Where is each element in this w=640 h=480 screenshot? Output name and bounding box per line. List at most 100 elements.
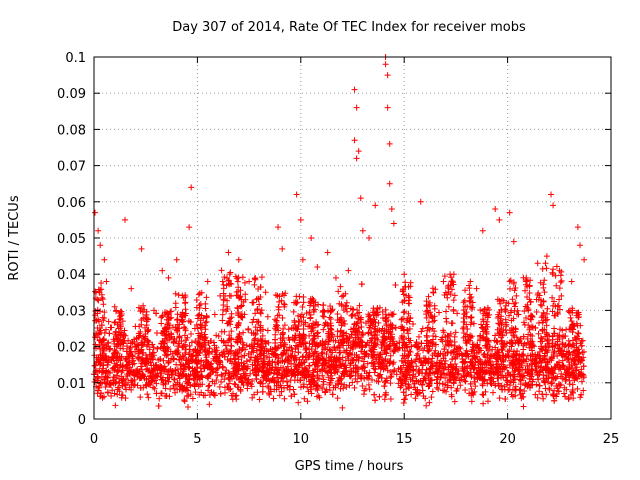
data-point [557,279,564,286]
data-point [537,355,544,362]
data-point [502,374,509,381]
data-point [94,387,101,394]
data-point [338,375,345,382]
data-point [364,360,371,367]
data-point [303,345,310,352]
data-point [509,365,516,372]
data-point [402,380,409,387]
data-point [541,289,548,296]
data-point [578,378,585,385]
data-point [259,374,266,381]
data-point [480,400,487,407]
data-point [468,314,475,321]
data-point [184,403,191,410]
data-point [259,388,266,395]
data-point [251,281,258,288]
data-point [284,363,291,370]
data-point [574,385,581,392]
data-point [137,394,144,401]
data-point [221,389,228,396]
data-point [300,294,307,301]
data-point [542,260,549,267]
data-point [406,372,413,379]
data-point [384,72,391,79]
data-point [297,216,304,223]
data-point [290,386,297,393]
data-point [290,308,297,315]
data-point [187,318,194,325]
data-point [334,310,341,317]
data-point [544,359,551,366]
data-point [218,378,225,385]
data-point [527,299,534,306]
data-point [102,383,109,390]
data-point [264,327,271,334]
data-point [98,280,105,287]
data-point [566,381,573,388]
data-point [382,389,389,396]
data-point [213,332,220,339]
data-point [348,331,355,338]
data-point [300,353,307,360]
data-point [192,389,199,396]
data-point [569,381,576,388]
data-point [319,349,326,356]
data-point [108,324,115,331]
data-point [240,329,247,336]
y-tick-label: 0.05 [57,232,86,247]
y-tick-label: 0.06 [57,196,86,211]
data-point [578,366,585,373]
data-point [138,245,145,252]
data-point [204,278,211,285]
data-point [558,277,565,284]
data-point [249,394,256,401]
data-point [345,267,352,274]
data-point [212,369,219,376]
data-point [186,224,193,231]
data-point [398,316,405,323]
data-point [454,310,461,317]
data-point [409,374,416,381]
data-point [137,308,144,315]
data-point [223,346,230,353]
data-point [238,353,245,360]
data-point [240,381,247,388]
data-point [533,309,540,316]
x-tick-label: 0 [90,432,98,447]
data-point [235,256,242,263]
data-point [155,357,162,364]
data-point [179,353,186,360]
data-point [204,373,211,380]
data-point [546,386,553,393]
data-point [565,308,572,315]
data-point [100,301,107,308]
data-point [440,278,447,285]
data-point [484,398,491,405]
data-point [452,329,459,336]
data-point [354,354,361,361]
data-point [370,348,377,355]
data-point [568,278,575,285]
data-point [553,263,560,270]
data-point [467,278,474,285]
data-point [512,392,519,399]
data-point [516,387,523,394]
data-point [181,300,188,307]
data-point [151,385,158,392]
data-point [202,326,209,333]
data-point [387,374,394,381]
data-point [159,267,166,274]
data-point [568,362,575,369]
data-point [415,368,422,375]
data-point [206,401,213,408]
data-point [175,343,182,350]
data-point [479,382,486,389]
data-point [314,375,321,382]
data-point [359,227,366,234]
data-point [284,382,291,389]
data-point [150,344,157,351]
data-point [349,379,356,386]
data-point [469,389,476,396]
data-point [197,300,204,307]
data-point [524,383,531,390]
